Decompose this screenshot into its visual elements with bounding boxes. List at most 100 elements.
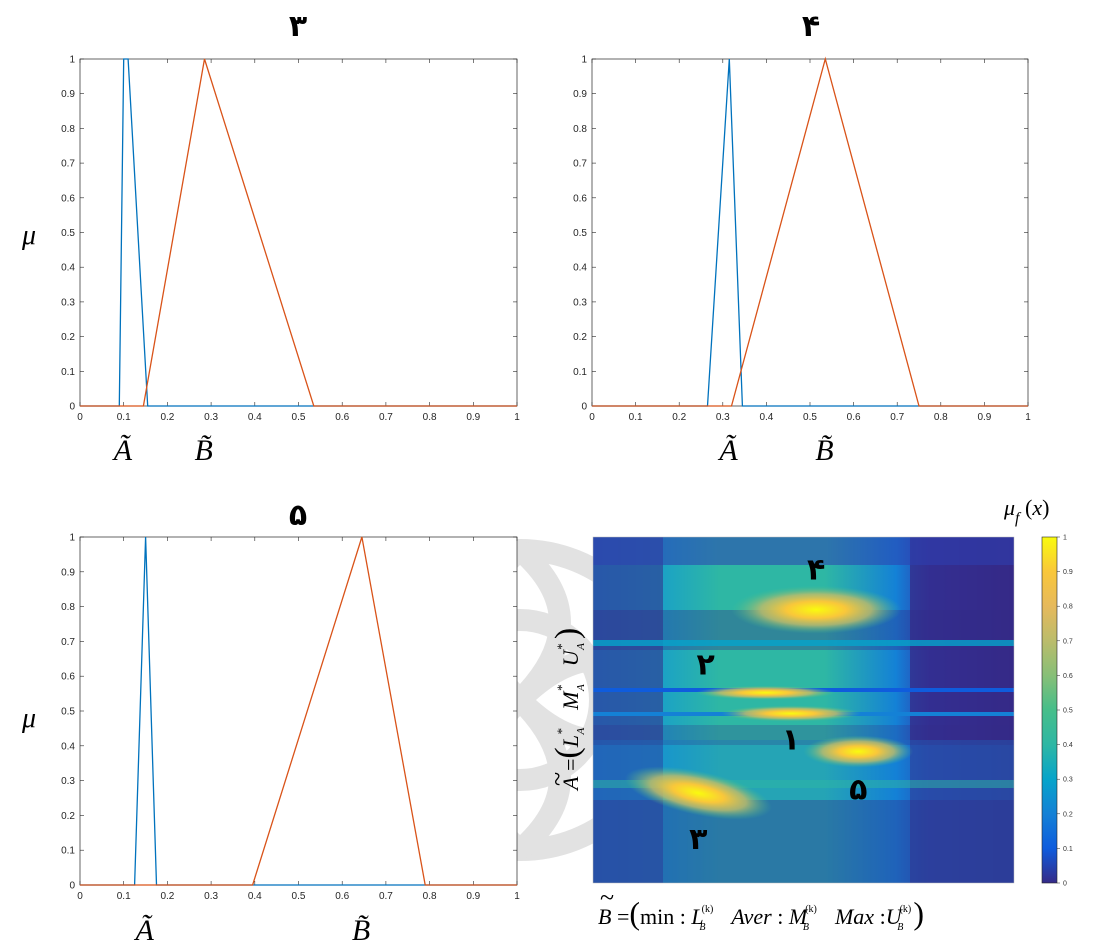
heatmap-point-label: ۵ [849, 773, 867, 808]
colorbar-tick-label: 0.6 [1063, 673, 1073, 680]
y-tick-label: 0.4 [61, 263, 75, 274]
plot-panel-5: ۵ μ 0 0.1 0.2 0.3 0.4 0.5 0.6 0.7 0.8 0.9 1 0 0.1 0.2… [21, 498, 520, 945]
colorbar [1041, 536, 1058, 884]
y-tick-label: 0.1 [61, 846, 75, 857]
colorbar-tick-label: 0.4 [1063, 742, 1073, 749]
colorbar-tick-label: 0.5 [1063, 708, 1073, 715]
plot-area [591, 58, 1029, 407]
plot-panel-3: ۳ μ 0 0.1 0.2 0.3 0.4 0.5 0.6 0.7 0.8 0.9 1 0 0.1 0.2… [21, 9, 520, 467]
x-tick-label: 0.6 [847, 412, 861, 423]
plot-area [79, 58, 518, 407]
x-tick-label: 0.5 [292, 891, 306, 902]
heatmap-peak [720, 705, 861, 722]
x-tick-label: 0.8 [423, 412, 437, 423]
series-label: B̃ [352, 914, 370, 945]
y-tick-label: 0.7 [573, 159, 587, 170]
x-tick-label: 0.8 [423, 891, 437, 902]
heatmap-x-axis-label: B =(min : L(k) B Aver : M(k) B Max :U(k) B) ~ [598, 883, 924, 933]
y-tick-label: 1 [581, 55, 587, 66]
x-tick-label: 0.8 [934, 412, 948, 423]
x-tick-label: 0.2 [672, 412, 686, 423]
y-tick-label: 0.6 [61, 193, 75, 204]
y-tick-label: 0 [69, 402, 75, 413]
y-tick-label: 0.5 [61, 228, 75, 239]
y-axis-label: μ [21, 220, 36, 251]
x-tick-label: 0.3 [204, 891, 218, 902]
x-tick-label: 1 [1025, 412, 1031, 423]
x-tick-label: 0.9 [977, 412, 991, 423]
heatmap-image [593, 537, 1014, 883]
y-tick-label: 0.1 [573, 367, 587, 378]
heatmap-point-label: ۴ [807, 553, 825, 588]
x-tick-label: 0.5 [803, 412, 817, 423]
series-label: Ã [134, 914, 155, 945]
y-tick-label: 0.4 [61, 741, 75, 752]
colorbar-label: μf (x) [1003, 495, 1049, 527]
y-tick-label: 0.8 [61, 602, 75, 613]
x-tick-label: 0.4 [248, 412, 262, 423]
plot-title: ۳ [289, 9, 307, 44]
series-line-b [80, 58, 517, 407]
y-tick-label: 0.2 [61, 811, 75, 822]
y-tick-label: 0.9 [61, 567, 75, 578]
heatmap-point-label: ۲ [696, 648, 714, 683]
plot-panel-4: ۴ 0 0.1 0.2 0.3 0.4 0.5 0.6 0.7 0.8 0.9 1 0 0.1 0.2 0.… [573, 9, 1031, 467]
y-tick-label: 1 [69, 55, 75, 66]
heatmap-peak [803, 735, 914, 768]
heatmap-hotspots [624, 585, 914, 820]
y-tick-label: 0.4 [573, 263, 587, 274]
heatmap-point-labels: ۱ ۲ ۳ ۴ ۵ [689, 553, 867, 857]
x-tick-label: 0.4 [759, 412, 773, 423]
x-tick-label: 0.9 [466, 891, 480, 902]
colorbar-tick-label: 0.1 [1063, 846, 1073, 853]
svg-text:~: ~ [543, 772, 572, 786]
colorbar-tick-label: 0 [1063, 881, 1067, 888]
heatmap-peak [695, 685, 836, 700]
colorbar-tick-label: 0.2 [1063, 811, 1073, 818]
x-tick-label: 0.7 [890, 412, 904, 423]
colorbar-tick-label: 0.8 [1063, 604, 1073, 611]
plot-title: ۵ [289, 498, 307, 533]
y-tick-label: 0.7 [61, 637, 75, 648]
y-tick-label: 0.3 [61, 776, 75, 787]
series-line-b [592, 56, 1028, 407]
heatmap-panel: ۱ ۲ ۳ ۴ ۵ 0 0.1 0.2 0.3 0.4 0.5 0.6 0.7 0.8 0.9 1 μf (… [543, 495, 1073, 933]
x-tick-label: 0.9 [466, 412, 480, 423]
x-tick-label: 1 [514, 412, 520, 423]
y-tick-label: 0.9 [573, 89, 587, 100]
series-label: Ã [717, 434, 738, 467]
y-tick-label: 0.3 [61, 297, 75, 308]
y-tick-label: 0 [69, 881, 75, 892]
heatmap-peak [731, 585, 902, 634]
y-tick-label: 0.3 [573, 297, 587, 308]
series-line-b [80, 536, 517, 886]
y-tick-label: 0.8 [573, 124, 587, 135]
plot-title: ۴ [802, 9, 820, 44]
series-label: B̃ [815, 434, 833, 467]
colorbar-tick-label: 1 [1063, 535, 1067, 542]
y-tick-label: 0.1 [61, 367, 75, 378]
x-tick-label: 0.7 [379, 891, 393, 902]
y-tick-label: 0.8 [61, 124, 75, 135]
x-tick-label: 0.6 [335, 412, 349, 423]
svg-text:A =(L*AM*AU*A): A =(L* AM* AU* A) [549, 628, 587, 792]
heatmap-point-label: ۳ [689, 822, 707, 857]
heatmap-peak [624, 766, 772, 820]
x-tick-label: 0.1 [629, 412, 643, 423]
y-tick-label: 1 [69, 533, 75, 544]
y-tick-label: 0.2 [61, 332, 75, 343]
x-tick-label: 0.7 [379, 412, 393, 423]
x-tick-label: 0.1 [117, 412, 131, 423]
colorbar-tick-label: 0.9 [1063, 569, 1073, 576]
y-tick-label: 0 [581, 402, 587, 413]
heatmap-y-axis-label: A =(L* AM* AU* A) ~ [543, 628, 587, 792]
x-tick-label: 0.4 [248, 891, 262, 902]
x-tick-label: 0.1 [117, 891, 131, 902]
x-tick-label: 0.6 [335, 891, 349, 902]
x-tick-label: 0 [589, 412, 595, 423]
x-tick-label: 0.2 [160, 891, 174, 902]
x-tick-label: 0 [77, 412, 83, 423]
series-label: Ã [112, 434, 133, 467]
